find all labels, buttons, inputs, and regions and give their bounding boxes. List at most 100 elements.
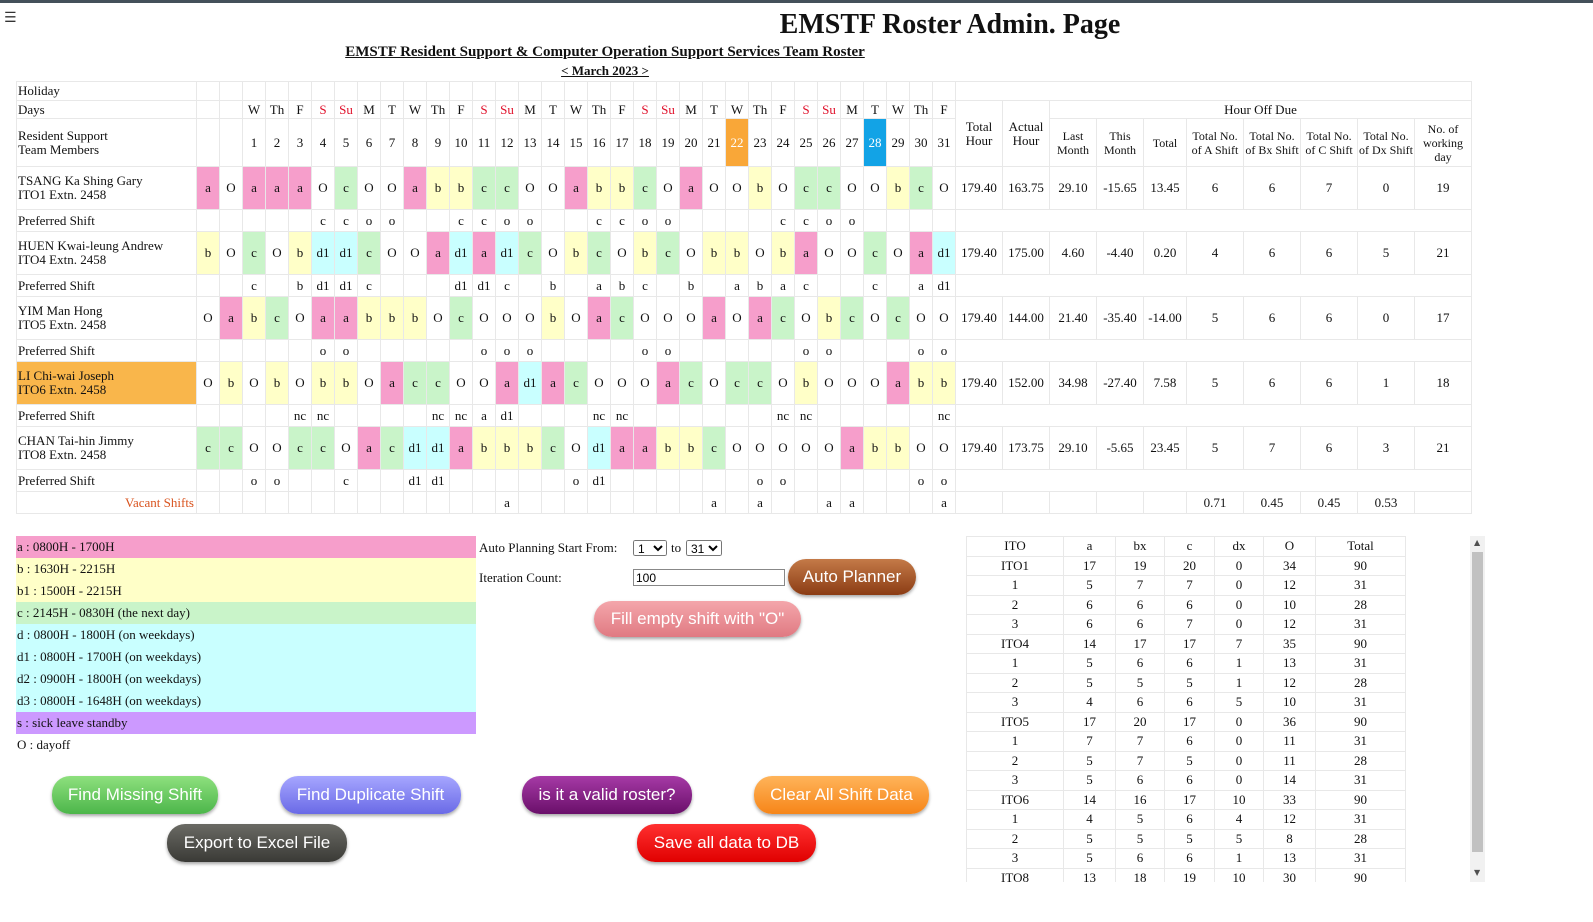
shift-cell[interactable]: b [702,231,726,275]
preferred-shift-cell[interactable] [840,469,864,492]
preferred-shift-cell[interactable] [265,209,289,232]
shift-cell[interactable]: c [472,166,496,210]
shift-cell[interactable]: c [656,231,680,275]
export-excel-button[interactable]: Export to Excel File [167,824,347,862]
preferred-shift-cell[interactable]: b [541,274,565,297]
preferred-shift-cell[interactable]: nc [288,404,312,427]
preferred-shift-cell[interactable] [679,404,703,427]
shift-cell[interactable]: O [794,296,818,340]
preferred-shift-cell[interactable] [656,274,680,297]
shift-cell[interactable]: O [495,296,519,340]
shift-cell[interactable]: a [288,166,312,210]
preferred-shift-cell[interactable]: a [472,404,496,427]
preferred-shift-cell[interactable] [196,404,220,427]
shift-cell[interactable]: a [886,361,910,405]
shift-cell[interactable]: O [610,361,634,405]
shift-cell[interactable]: a [196,166,220,210]
preferred-shift-cell[interactable]: o [564,469,588,492]
shift-cell[interactable]: b [725,231,749,275]
shift-cell[interactable]: O [518,296,542,340]
shift-cell[interactable]: d1 [334,231,358,275]
shift-cell[interactable]: O [817,361,841,405]
shift-cell[interactable]: O [840,361,864,405]
preferred-shift-cell[interactable] [426,339,450,362]
holiday-cell[interactable] [449,81,473,101]
month-navigation[interactable]: < March 2023 > [561,63,649,78]
holiday-cell[interactable] [771,81,795,101]
shift-cell[interactable]: c [357,231,381,275]
shift-cell[interactable]: c [863,231,887,275]
holiday-cell[interactable] [863,81,887,101]
preferred-shift-cell[interactable]: o [909,469,933,492]
shift-cell[interactable]: O [771,361,795,405]
shift-cell[interactable]: O [380,231,404,275]
preferred-shift-cell[interactable] [656,469,680,492]
preferred-shift-cell[interactable] [748,339,772,362]
shift-cell[interactable]: O [357,361,381,405]
preferred-shift-cell[interactable] [863,469,887,492]
preferred-shift-cell[interactable]: c [242,274,266,297]
shift-cell[interactable]: b [288,231,312,275]
shift-cell[interactable]: b [564,231,588,275]
preferred-shift-cell[interactable] [334,404,358,427]
holiday-cell[interactable] [748,81,772,101]
preferred-shift-cell[interactable] [564,404,588,427]
shift-cell[interactable]: c [725,361,749,405]
shift-cell[interactable]: a [541,361,565,405]
preferred-shift-cell[interactable] [357,469,381,492]
shift-cell[interactable]: O [541,166,565,210]
preferred-shift-cell[interactable]: c [495,274,519,297]
holiday-cell[interactable] [725,81,749,101]
holiday-cell[interactable] [886,81,910,101]
shift-cell[interactable]: O [288,296,312,340]
shift-cell[interactable]: c [748,361,772,405]
shift-cell[interactable]: b [219,361,243,405]
shift-cell[interactable]: b [472,426,496,470]
shift-cell[interactable]: O [334,426,358,470]
preferred-shift-cell[interactable]: nc [771,404,795,427]
shift-cell[interactable]: O [357,166,381,210]
preferred-shift-cell[interactable]: c [334,209,358,232]
shift-cell[interactable]: O [610,231,634,275]
shift-cell[interactable]: O [679,296,703,340]
shift-cell[interactable]: O [863,296,887,340]
shift-cell[interactable]: O [886,231,910,275]
preferred-shift-cell[interactable]: d1 [587,469,611,492]
valid-roster-button[interactable]: is it a valid roster? [522,776,692,814]
shift-cell[interactable]: b [633,231,657,275]
preferred-shift-cell[interactable] [886,469,910,492]
preferred-shift-cell[interactable]: nc [610,404,634,427]
preferred-shift-cell[interactable]: nc [311,404,335,427]
start-day-select[interactable]: 1 [633,540,667,556]
shift-cell[interactable]: O [909,426,933,470]
preferred-shift-cell[interactable] [863,404,887,427]
shift-cell[interactable]: c [518,231,542,275]
preferred-shift-cell[interactable] [886,274,910,297]
shift-cell[interactable]: a [610,426,634,470]
preferred-shift-cell[interactable]: o [633,339,657,362]
preferred-shift-cell[interactable]: d1 [495,404,519,427]
preferred-shift-cell[interactable] [840,339,864,362]
shift-cell[interactable]: a [633,426,657,470]
preferred-shift-cell[interactable] [702,469,726,492]
shift-statistics-panel[interactable]: ITO a bx c dx O Total ITO1 17 19 20 0 34 90 1 5 7 7 0 12 31 2… [966,536,1486,882]
preferred-shift-cell[interactable] [702,209,726,232]
preferred-shift-cell[interactable]: a [587,274,611,297]
shift-cell[interactable]: O [633,296,657,340]
preferred-shift-cell[interactable] [518,469,542,492]
shift-cell[interactable]: d1 [311,231,335,275]
holiday-cell[interactable] [242,81,266,101]
preferred-shift-cell[interactable] [242,404,266,427]
shift-cell[interactable]: d1 [449,231,473,275]
preferred-shift-cell[interactable] [725,339,749,362]
preferred-shift-cell[interactable] [840,274,864,297]
shift-cell[interactable]: O [265,426,289,470]
shift-cell[interactable]: c [610,296,634,340]
shift-cell[interactable]: b [403,296,427,340]
shift-cell[interactable]: O [196,361,220,405]
preferred-shift-cell[interactable]: o [656,209,680,232]
shift-cell[interactable]: O [403,231,427,275]
shift-cell[interactable]: a [334,296,358,340]
shift-cell[interactable]: a [242,166,266,210]
iteration-count-input[interactable] [633,569,785,586]
